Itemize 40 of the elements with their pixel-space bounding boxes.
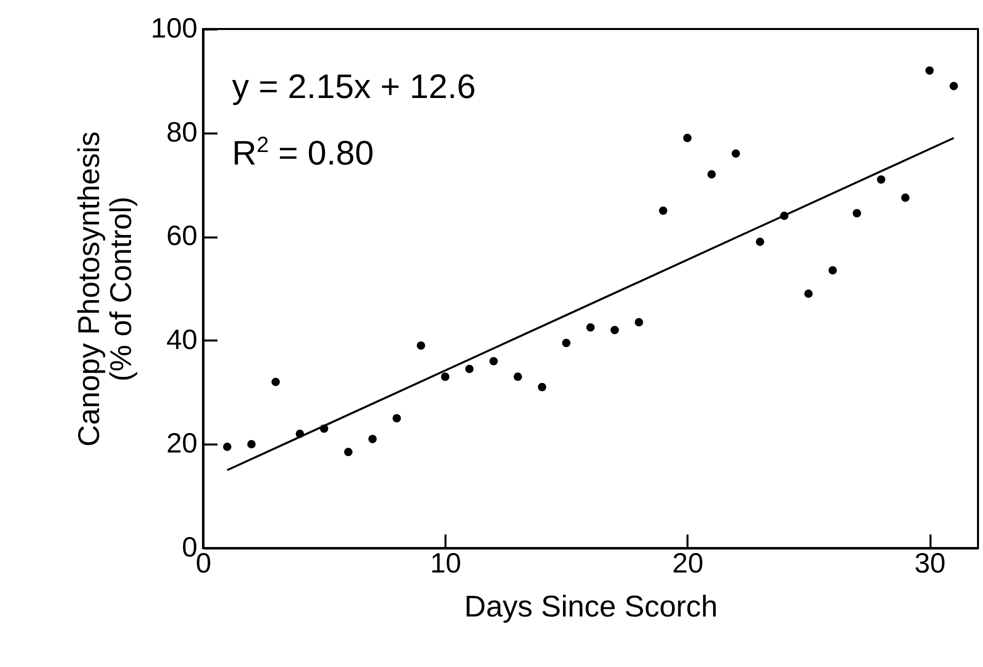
point <box>223 442 232 451</box>
point <box>876 175 886 184</box>
y-axis-title: Canopy Photosynthesis (% of Control) <box>72 131 138 447</box>
y-tick-label: 40 <box>166 324 198 355</box>
x-tick-label: 20 <box>672 548 704 578</box>
point <box>634 318 644 326</box>
x-tick-label: 10 <box>430 548 462 578</box>
point <box>828 266 837 275</box>
point <box>538 382 546 392</box>
y-tick-label: 60 <box>166 220 198 252</box>
point <box>950 82 958 90</box>
point <box>441 372 450 381</box>
point <box>392 414 401 422</box>
annotation: y = 2.15x + 12.6 <box>232 67 476 108</box>
point <box>465 364 474 374</box>
point <box>683 134 692 142</box>
point <box>658 206 668 215</box>
point <box>514 372 522 381</box>
point <box>610 326 619 334</box>
point <box>732 149 740 158</box>
point <box>344 448 352 456</box>
y-tick-label: 80 <box>166 116 198 148</box>
x-axis-title: Days Since Scorch <box>464 590 718 624</box>
point <box>852 209 862 218</box>
point <box>586 323 595 332</box>
y-tick-label: 20 <box>166 428 198 459</box>
point <box>707 170 716 178</box>
point <box>416 341 426 350</box>
annotation: R$^{2}$ = 0.80 <box>232 131 375 174</box>
point <box>247 440 256 448</box>
point <box>804 290 813 298</box>
point <box>489 356 498 366</box>
point <box>925 66 934 75</box>
y-tick-label: 100 <box>150 12 198 44</box>
point <box>271 378 280 386</box>
point <box>562 338 570 348</box>
point <box>901 194 910 202</box>
x-tick-label: 30 <box>914 548 946 578</box>
point <box>368 434 377 444</box>
point <box>756 238 764 246</box>
